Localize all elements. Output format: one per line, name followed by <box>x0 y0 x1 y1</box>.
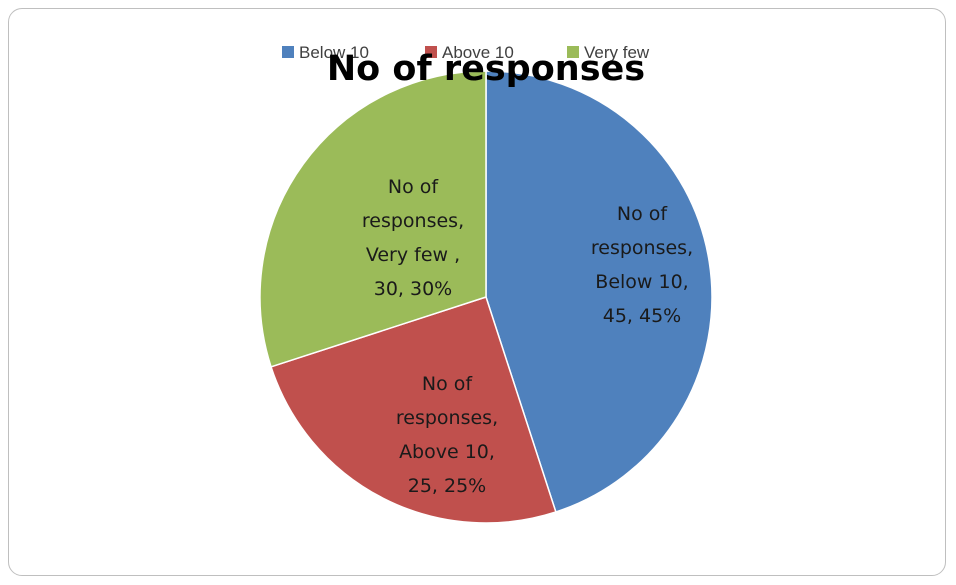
legend-swatch-very-few <box>567 46 579 58</box>
legend-label-very-few: Very few <box>584 43 650 62</box>
chart-title: No of responses <box>327 49 645 89</box>
legend-swatch-below-10 <box>282 46 294 58</box>
pie-slice-above-10 <box>270 296 557 524</box>
legend-swatch-above-10 <box>425 46 437 58</box>
pie-slice-very-few <box>259 70 487 368</box>
legend-label-above-10: Above 10 <box>442 43 514 62</box>
data-label-very-few: No of responses, Very few , 30, 30% <box>362 176 464 300</box>
data-labels: No of responses, Below 10, 45, 45% No of resp… <box>362 176 693 497</box>
pie-slices <box>259 70 713 524</box>
data-label-above-10: No of responses, Above 10, 25, 25% <box>396 373 498 497</box>
pie-slice-below-10 <box>485 70 713 513</box>
legend-label-below-10: Below 10 <box>299 43 369 62</box>
data-label-below-10: No of responses, Below 10, 45, 45% <box>591 203 693 327</box>
legend: Below 10 Above 10 Very few <box>282 43 650 62</box>
